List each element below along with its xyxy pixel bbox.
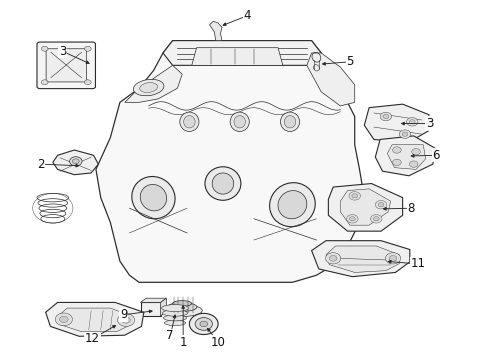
Circle shape [399,130,410,138]
Text: 1: 1 [179,336,186,349]
Circle shape [60,316,68,323]
Polygon shape [364,104,428,143]
Circle shape [69,157,82,166]
Text: 7: 7 [166,329,174,342]
Text: 3: 3 [425,117,432,130]
Circle shape [117,314,135,327]
Ellipse shape [269,183,315,227]
Circle shape [411,149,420,155]
Polygon shape [375,136,434,176]
Circle shape [401,132,407,136]
Text: 11: 11 [409,257,425,270]
Ellipse shape [183,116,195,128]
Text: 6: 6 [431,149,439,162]
Circle shape [375,201,386,209]
Circle shape [408,161,417,167]
Circle shape [200,321,207,327]
Ellipse shape [212,173,233,194]
Polygon shape [163,41,321,66]
Circle shape [122,317,130,323]
Circle shape [72,159,79,164]
Polygon shape [340,189,390,225]
Ellipse shape [167,302,197,311]
Circle shape [349,217,354,221]
Circle shape [377,203,383,207]
Ellipse shape [172,301,191,306]
Ellipse shape [162,305,202,316]
Text: 12: 12 [85,332,100,345]
Circle shape [328,256,336,261]
Ellipse shape [204,167,241,200]
Ellipse shape [233,116,245,128]
Circle shape [392,147,400,153]
Text: 5: 5 [346,55,353,68]
FancyBboxPatch shape [46,49,86,82]
Circle shape [370,215,381,223]
Circle shape [385,253,400,264]
Ellipse shape [161,305,188,311]
Ellipse shape [230,112,249,131]
Circle shape [379,112,391,121]
Circle shape [84,46,91,51]
Polygon shape [328,184,402,231]
Circle shape [392,159,400,166]
Polygon shape [160,298,166,316]
Text: 10: 10 [210,336,225,349]
Circle shape [388,256,396,261]
Polygon shape [58,308,133,332]
Ellipse shape [140,83,157,93]
Text: 2: 2 [37,158,44,171]
Circle shape [41,46,48,51]
Polygon shape [209,21,222,41]
Ellipse shape [278,190,306,219]
Text: 4: 4 [243,9,250,22]
Polygon shape [386,145,425,170]
Circle shape [348,192,360,200]
Polygon shape [124,66,182,102]
Ellipse shape [132,176,175,219]
Ellipse shape [284,116,295,128]
Polygon shape [311,241,409,277]
Ellipse shape [162,310,187,316]
Ellipse shape [164,320,185,325]
Circle shape [195,318,212,330]
Text: 8: 8 [407,202,414,215]
Circle shape [373,217,378,221]
Polygon shape [96,41,364,282]
Ellipse shape [133,79,163,96]
Circle shape [408,120,414,124]
Polygon shape [53,150,98,175]
Polygon shape [325,246,399,273]
Ellipse shape [180,112,199,131]
Polygon shape [191,48,282,66]
Circle shape [41,80,48,85]
Ellipse shape [280,112,299,131]
Text: 3: 3 [59,45,66,58]
Ellipse shape [163,315,186,321]
Circle shape [84,80,91,85]
Text: 9: 9 [120,308,127,321]
Bar [140,302,160,316]
FancyBboxPatch shape [37,42,95,89]
Ellipse shape [140,184,166,211]
Circle shape [351,194,357,198]
Circle shape [382,114,388,118]
Circle shape [55,313,72,326]
Circle shape [406,118,417,126]
Polygon shape [45,302,143,336]
Circle shape [189,313,218,334]
Circle shape [346,215,357,223]
Polygon shape [306,53,354,106]
Polygon shape [140,298,166,302]
Circle shape [325,253,340,264]
